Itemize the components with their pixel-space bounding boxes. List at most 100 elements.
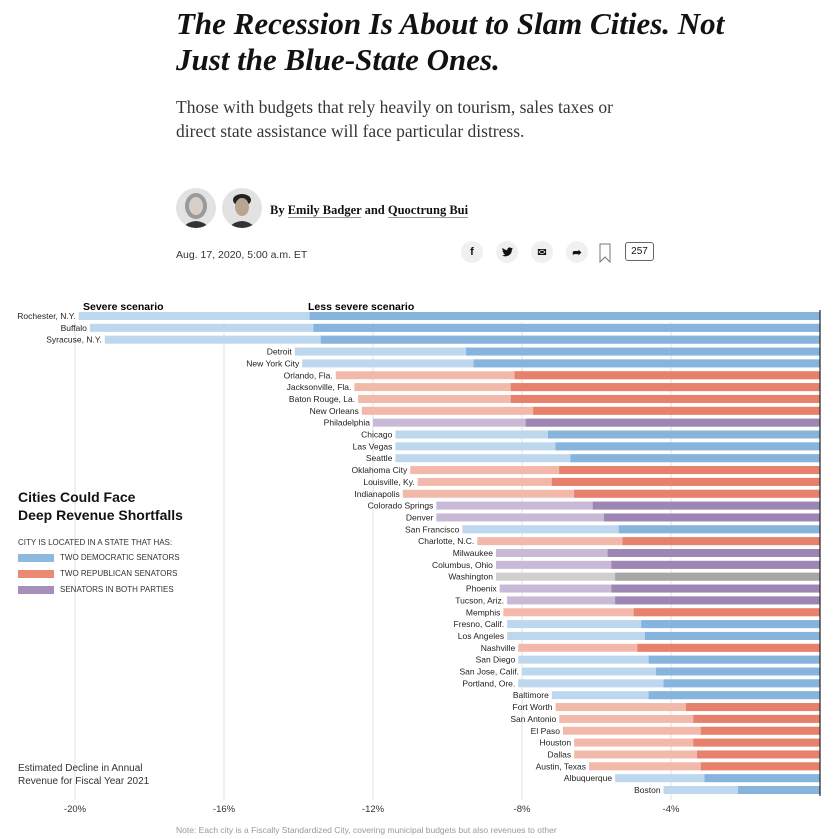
city-label: Buffalo [61,323,88,333]
bar-less-severe [644,631,820,640]
city-label: Baton Rouge, La. [289,394,355,404]
city-label: Austin, Texas [536,761,586,771]
bar-less-severe [693,714,820,723]
byline-prefix: By [270,203,288,217]
city-label: San Antonio [510,714,556,724]
city-label: Indianapolis [354,489,399,499]
city-label: Albuquerque [564,773,612,783]
email-icon[interactable]: ✉ [531,241,553,263]
bar-less-severe [533,406,820,415]
bar-less-severe [633,608,820,617]
twitter-icon[interactable] [496,241,518,263]
city-label: Chicago [361,430,392,440]
city-label: Columbus, Ohio [432,560,493,570]
legend-label: TWO DEMOCRATIC SENATORS [60,553,180,562]
chart-title-line2: Deep Revenue Shortfalls [18,507,183,523]
bar-less-severe [641,620,820,629]
city-label: Denver [406,512,434,522]
bar-less-severe [466,347,820,356]
bar-less-severe [615,596,820,605]
bar-less-severe [473,359,820,368]
bar-less-severe [525,418,820,427]
city-label: New Orleans [310,406,359,416]
city-label: Memphis [466,607,500,617]
bar-less-severe [611,560,820,569]
city-label: Orlando, Fla. [284,370,333,380]
city-label: Dallas [548,749,572,759]
bar-less-severe [551,477,820,486]
author-avatar-quoctrung-bui[interactable] [222,188,262,228]
comments-button[interactable]: 257 [625,242,654,261]
city-label: Tucson, Ariz. [455,595,504,605]
bar-severe [559,714,820,723]
bar-severe [562,726,820,735]
bar-less-severe [510,383,820,392]
city-label: Detroit [267,347,293,357]
city-label: Fort Worth [513,702,553,712]
subheadline: Those with budgets that rely heavily on … [176,97,613,141]
facebook-icon[interactable]: f [461,241,483,263]
x-tick-label: -4% [663,804,680,815]
city-label: San Francisco [405,524,460,534]
legend-item-mixed: SENATORS IN BOTH PARTIES [18,585,174,594]
headline: The Recession Is About to Slam Cities. N… [176,6,725,77]
chart-title-line1: Cities Could Face [18,489,136,505]
bookmark-icon[interactable] [599,243,611,264]
bar-less-severe [622,537,820,546]
city-label: Jacksonville, Fla. [287,382,352,392]
x-tick-label: -16% [213,804,236,815]
less-severe-scenario-label: Less severe scenario [308,301,414,313]
share-icon[interactable]: ➦ [566,241,588,263]
bar-less-severe [700,726,820,735]
bar-less-severe [313,323,820,332]
city-label: Milwaukee [453,548,493,558]
city-label: Charlotte, N.C. [418,536,474,546]
bar-less-severe [663,679,820,688]
axis-description-line1: Estimated Decline in Annual [18,763,143,774]
bar-less-severe [618,525,820,534]
author-avatar-emily-badger[interactable] [176,188,216,228]
author-link-quoctrung-bui[interactable]: Quoctrung Bui [387,203,469,218]
legend-heading: CITY IS LOCATED IN A STATE THAT HAS: [18,538,173,547]
bar-less-severe [611,584,820,593]
city-label: Louisville, Ky. [363,477,414,487]
city-label: New York City [246,358,300,368]
bar-less-severe [607,549,820,557]
city-label: Oklahoma City [352,465,408,475]
city-label: Las Vegas [353,441,393,451]
chart-title: Cities Could Face Deep Revenue Shortfall… [18,488,183,524]
byline: By Emily Badger and Quoctrung Bui [270,203,469,218]
legend-swatch [18,569,54,578]
city-label: Houston [539,738,571,748]
bar-less-severe [738,786,820,794]
bar-less-severe [685,703,820,712]
bar-less-severe [615,572,820,581]
legend-item-republican: TWO REPUBLICAN SENATORS [18,569,178,578]
bar-less-severe [570,454,820,463]
legend-swatch [18,553,54,562]
bar-less-severe [700,762,820,771]
city-label: Syracuse, N.Y. [46,335,102,345]
city-label: Phoenix [466,584,497,594]
bar-less-severe [637,643,820,652]
city-label: Boston [634,785,661,795]
bar-less-severe [592,501,820,510]
publish-date: Aug. 17, 2020, 5:00 a.m. ET [176,249,308,261]
bar-less-severe [648,691,820,700]
x-tick-label: -20% [64,804,87,815]
severe-scenario-label: Severe scenario [83,301,164,313]
city-label: Portland, Ore. [462,678,515,688]
bar-less-severe [697,750,820,759]
city-label: Los Angeles [458,631,504,641]
bar-less-severe [510,394,820,403]
city-label: San Jose, Calif. [459,667,519,677]
city-label: Nashville [481,643,516,653]
bar-less-severe [574,489,820,498]
byline-connector: and [361,203,388,217]
x-tick-label: -8% [514,804,531,815]
legend-swatch [18,585,54,594]
author-link-emily-badger[interactable]: Emily Badger [287,203,362,218]
legend-label: SENATORS IN BOTH PARTIES [60,585,174,594]
bar-less-severe [320,335,820,344]
